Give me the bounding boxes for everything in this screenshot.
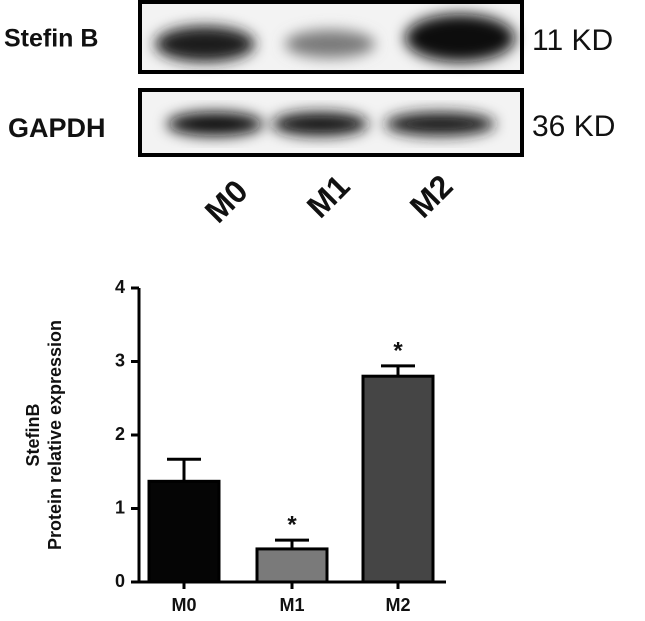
size-label: 11 KD [532,24,613,57]
lane-label: M1 [300,168,357,225]
row-label: GAPDH [8,113,106,143]
significance: * [393,337,403,364]
y-tick-label: 0 [115,571,125,591]
x-tick-label: M1 [279,595,304,615]
y-tick-label: 1 [115,497,125,517]
y-tick-label: 2 [115,424,125,444]
size-label: 36 KD [532,110,615,143]
y-tick-label: 4 [115,277,125,297]
bands [167,112,495,136]
bar [147,479,221,584]
bar [361,374,435,584]
significance: * [287,511,297,538]
y-tick-label: 3 [115,350,125,370]
bands [155,14,515,62]
x-tick-label: M0 [171,595,196,615]
bar [255,547,329,584]
row-label: Stefin B [4,25,98,53]
x-tick-label: M2 [385,595,410,615]
lane-label: M2 [403,168,460,225]
y-axis-label: StefinB [23,403,43,466]
y-axis-label: Protein relative expression [45,320,65,550]
lane-label: M0 [198,173,255,230]
